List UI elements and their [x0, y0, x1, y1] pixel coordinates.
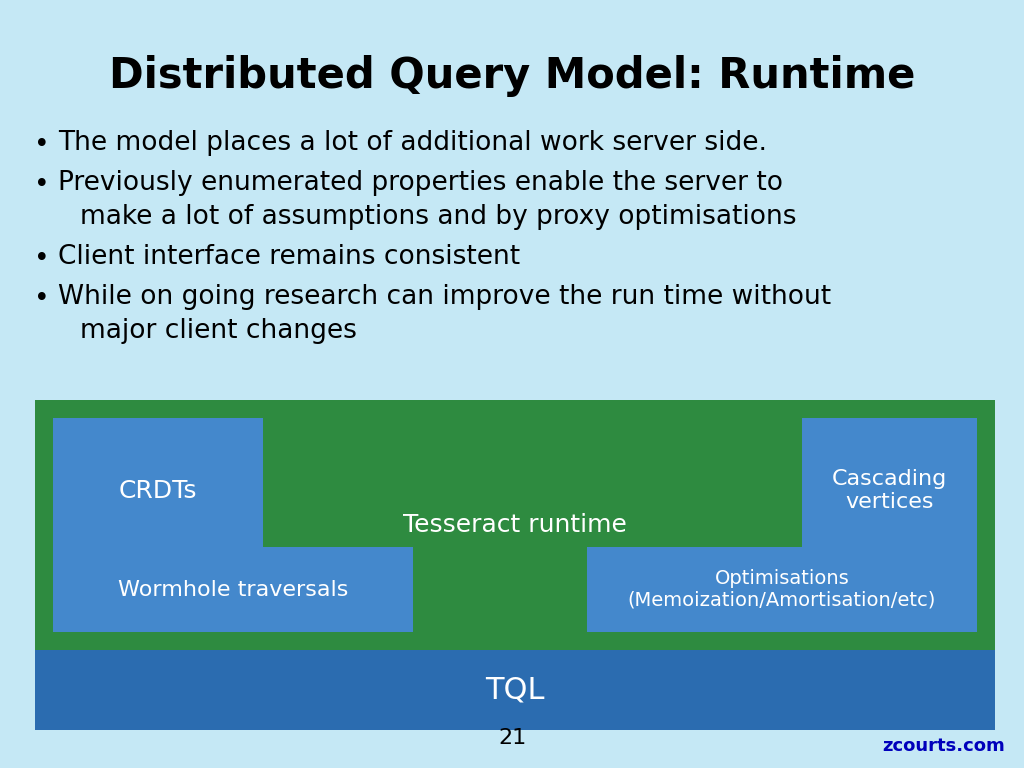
- Text: zcourts.com: zcourts.com: [883, 737, 1005, 755]
- FancyBboxPatch shape: [587, 547, 977, 632]
- Text: The model places a lot of additional work server side.: The model places a lot of additional wor…: [58, 130, 767, 156]
- FancyBboxPatch shape: [35, 400, 995, 650]
- Text: •: •: [34, 132, 50, 158]
- FancyBboxPatch shape: [53, 547, 413, 632]
- FancyBboxPatch shape: [35, 650, 995, 730]
- Text: •: •: [34, 172, 50, 198]
- Text: TQL: TQL: [485, 676, 545, 704]
- Text: Wormhole traversals: Wormhole traversals: [118, 580, 348, 600]
- Text: •: •: [34, 246, 50, 272]
- Text: Distributed Query Model: Runtime: Distributed Query Model: Runtime: [109, 55, 915, 97]
- Text: Optimisations
(Memoization/Amortisation/etc): Optimisations (Memoization/Amortisation/…: [628, 569, 936, 610]
- Text: Tesseract runtime: Tesseract runtime: [403, 513, 627, 537]
- FancyBboxPatch shape: [802, 418, 977, 563]
- Text: Previously enumerated properties enable the server to: Previously enumerated properties enable …: [58, 170, 783, 196]
- Text: While on going research can improve the run time without: While on going research can improve the …: [58, 284, 831, 310]
- FancyBboxPatch shape: [53, 418, 263, 563]
- Text: major client changes: major client changes: [80, 318, 357, 344]
- Text: make a lot of assumptions and by proxy optimisations: make a lot of assumptions and by proxy o…: [80, 204, 797, 230]
- Text: CRDTs: CRDTs: [119, 478, 198, 502]
- Text: Cascading
vertices: Cascading vertices: [831, 469, 947, 512]
- Text: Client interface remains consistent: Client interface remains consistent: [58, 244, 520, 270]
- Text: •: •: [34, 286, 50, 312]
- Text: 21: 21: [498, 728, 526, 748]
